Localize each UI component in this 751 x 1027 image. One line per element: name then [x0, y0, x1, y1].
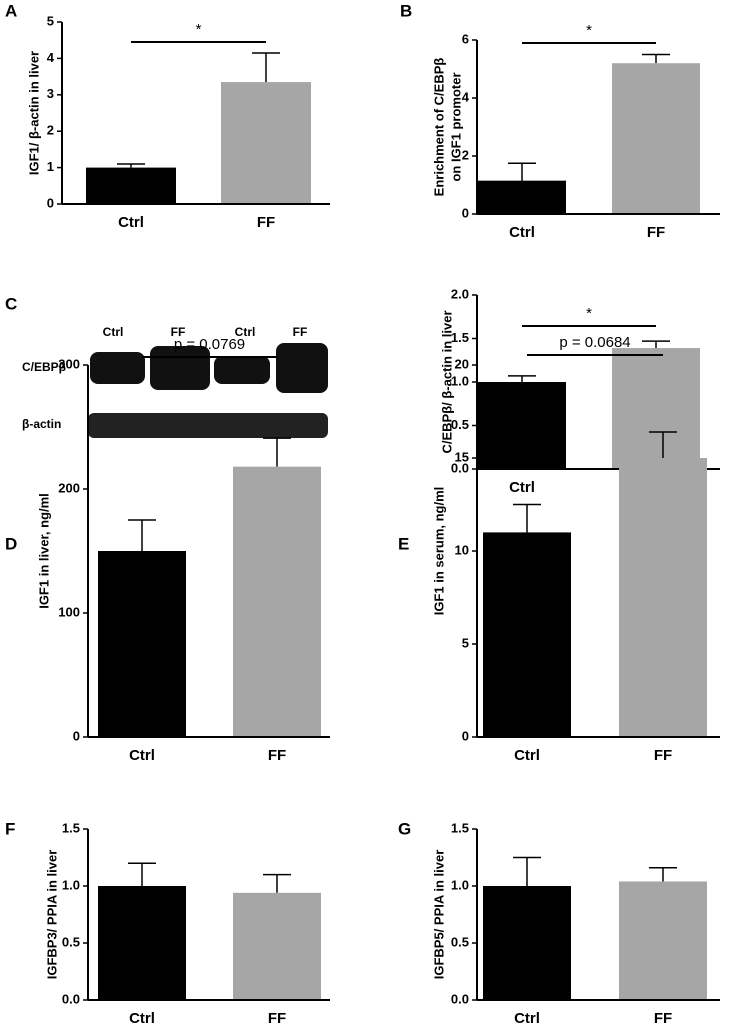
x-tick-label: Ctrl — [129, 1010, 155, 1027]
lane-label: FF — [293, 325, 308, 339]
annotation: p = 0.0684 — [559, 334, 630, 351]
y-axis-label: Enrichment of C/EBPβ — [431, 58, 446, 197]
bar — [98, 551, 186, 737]
y-axis-label: IGFBP5/ PPIA in liver — [431, 850, 446, 980]
y-tick-label: 0 — [462, 205, 469, 220]
annotation: * — [586, 22, 592, 39]
panel-letter: B — [400, 1, 412, 20]
bar — [478, 382, 566, 469]
y-tick-label: 10 — [455, 542, 469, 557]
panel-letter: F — [5, 819, 15, 838]
band — [214, 356, 270, 384]
x-tick-label: Ctrl — [129, 747, 155, 764]
row-label: β-actin — [22, 417, 61, 431]
x-tick-label: FF — [654, 1010, 672, 1027]
y-tick-label: 15 — [455, 449, 469, 464]
y-axis-label: IGFBP3/ PPIA in liver — [44, 850, 59, 980]
bar — [483, 532, 571, 737]
y-tick-label: 4 — [47, 50, 55, 65]
y-tick-label: 0 — [47, 195, 54, 210]
bar — [233, 466, 321, 737]
bar — [612, 348, 700, 469]
annotation: * — [586, 305, 592, 322]
bar — [86, 167, 176, 204]
y-tick-label: 4 — [462, 89, 470, 104]
x-tick-label: FF — [647, 224, 665, 241]
y-tick-label: 100 — [58, 604, 80, 619]
y-tick-label: 3 — [47, 86, 54, 101]
y-tick-label: 2 — [47, 123, 54, 138]
y-tick-label: 300 — [58, 356, 80, 371]
bar — [478, 180, 566, 214]
band — [90, 352, 145, 384]
y-tick-label: 5 — [462, 635, 469, 650]
bar — [612, 63, 700, 215]
y-tick-label: 20 — [455, 356, 469, 371]
y-tick-label: 2 — [462, 147, 469, 162]
x-tick-label: FF — [654, 747, 672, 764]
y-tick-label: 0 — [73, 728, 80, 743]
x-tick-label: FF — [257, 214, 275, 231]
y-tick-label: 1.0 — [62, 877, 80, 892]
bar — [221, 82, 311, 204]
bar — [619, 458, 707, 737]
y-tick-label: 0.5 — [451, 417, 469, 432]
bar — [233, 892, 321, 1000]
bar — [619, 881, 707, 1000]
y-axis-label: on IGF1 promoter — [448, 72, 463, 181]
x-tick-label: FF — [268, 1010, 286, 1027]
x-tick-label: Ctrl — [509, 479, 535, 496]
lane-label: Ctrl — [103, 325, 124, 339]
y-tick-label: 0.0 — [62, 991, 80, 1006]
y-tick-label: 0.0 — [451, 460, 469, 475]
blot-bands — [88, 343, 328, 438]
lane-label: FF — [171, 325, 186, 339]
row-label: C/EBPβ — [22, 360, 66, 374]
bar — [483, 886, 571, 1000]
y-axis-label: IGF1 in serum, ng/ml — [431, 487, 446, 616]
y-tick-label: 0.5 — [451, 934, 469, 949]
y-tick-label: 200 — [58, 480, 80, 495]
y-axis-label: IGF1/ β-actin in liver — [26, 51, 41, 175]
panel-letter: E — [398, 534, 409, 553]
y-tick-label: 6 — [462, 31, 469, 46]
y-tick-label: 1.0 — [451, 877, 469, 892]
x-tick-label: Ctrl — [118, 214, 144, 231]
y-tick-label: 1.5 — [451, 820, 469, 835]
x-tick-label: Ctrl — [509, 224, 535, 241]
y-axis-label: IGF1 in liver, ng/ml — [36, 493, 51, 609]
annotation: * — [196, 21, 202, 38]
y-tick-label: 0.0 — [451, 991, 469, 1006]
y-tick-label: 1.5 — [451, 330, 469, 345]
x-tick-label: Ctrl — [514, 1010, 540, 1027]
panel-letter: C — [5, 294, 17, 313]
panel-letter: G — [398, 819, 411, 838]
y-tick-label: 5 — [47, 13, 54, 28]
y-tick-label: 1.0 — [451, 373, 469, 388]
x-tick-label: Ctrl — [514, 747, 540, 764]
band — [276, 343, 328, 393]
y-tick-label: 0 — [462, 728, 469, 743]
y-axis-label: C/EBPβ/ β-actin in liver — [439, 310, 454, 453]
annotation: p = 0.0769 — [174, 336, 245, 353]
lane-label: Ctrl — [235, 325, 256, 339]
band — [88, 413, 328, 438]
y-tick-label: 2.0 — [451, 286, 469, 301]
panel-letter: D — [5, 534, 17, 553]
bar — [98, 886, 186, 1000]
y-tick-label: 1 — [47, 159, 54, 174]
x-tick-label: FF — [268, 747, 286, 764]
panel-letter: A — [5, 1, 17, 20]
y-tick-label: 1.5 — [62, 820, 80, 835]
y-tick-label: 0.5 — [62, 934, 80, 949]
